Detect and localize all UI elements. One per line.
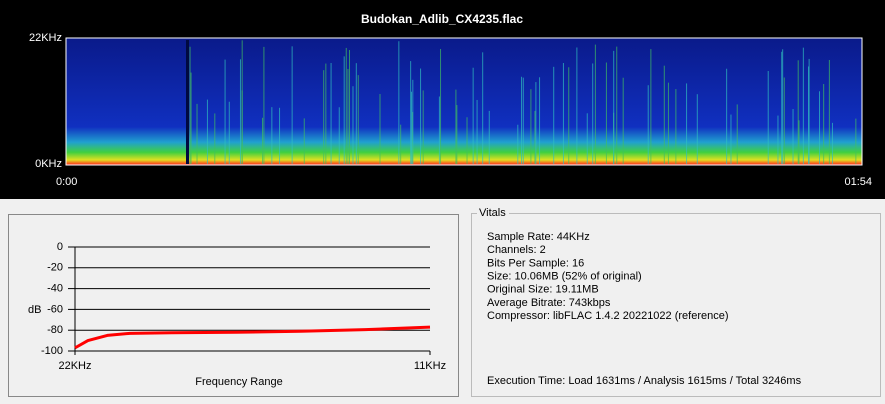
vitals-title: Vitals bbox=[479, 207, 506, 219]
spectral-gap bbox=[186, 40, 189, 164]
x-tick-label: 22KHz bbox=[58, 360, 91, 372]
line-series bbox=[74, 325, 431, 350]
vital-line: Sample Rate: 44KHz bbox=[487, 231, 590, 243]
y-tick-label: 0 bbox=[57, 241, 63, 253]
y-axis-label: dB bbox=[28, 304, 41, 316]
y-tick-label: -60 bbox=[47, 303, 63, 315]
freq-label: 22KHz bbox=[29, 32, 62, 44]
time-label: 0:00 bbox=[56, 176, 77, 188]
spectrogram bbox=[65, 37, 863, 166]
freq-label: 0KHz bbox=[35, 158, 62, 170]
y-tick-label: -100 bbox=[41, 345, 63, 357]
y-tick-label: -80 bbox=[47, 324, 63, 336]
vital-line: Original Size: 19.11MB bbox=[487, 284, 599, 296]
y-tick-label: -40 bbox=[47, 283, 63, 295]
execution-time: Execution Time: Load 1631ms / Analysis 1… bbox=[487, 375, 802, 387]
vital-line: Channels: 2 bbox=[487, 244, 546, 256]
chart-panel bbox=[8, 214, 459, 397]
vital-line: Size: 10.06MB (52% of original) bbox=[487, 271, 642, 283]
vital-line: Compressor: libFLAC 1.4.2 20221022 (refe… bbox=[487, 310, 729, 322]
vitals-group bbox=[471, 213, 881, 397]
time-label: 01:54 bbox=[844, 176, 872, 188]
vital-line: Average Bitrate: 743kbps bbox=[487, 297, 611, 309]
x-tick-label: 11KHz bbox=[414, 360, 446, 372]
spectrogram-image bbox=[65, 37, 863, 166]
x-axis-label: Frequency Range bbox=[195, 376, 282, 388]
vital-line: Bits Per Sample: 16 bbox=[487, 257, 584, 269]
y-tick-label: -20 bbox=[47, 262, 63, 274]
legend-bg bbox=[477, 207, 509, 219]
file-title: Budokan_Adlib_CX4235.flac bbox=[361, 12, 523, 26]
